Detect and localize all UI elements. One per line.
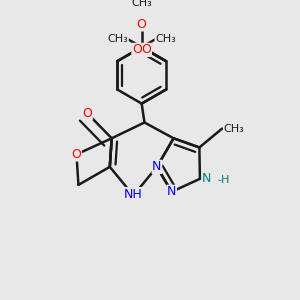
Text: N: N bbox=[202, 172, 212, 185]
Text: CH₃: CH₃ bbox=[155, 34, 176, 44]
Text: NH: NH bbox=[124, 188, 143, 200]
Text: N: N bbox=[167, 185, 176, 198]
Text: CH₃: CH₃ bbox=[224, 124, 244, 134]
Text: O: O bbox=[137, 18, 147, 31]
Text: CH₃: CH₃ bbox=[131, 0, 152, 8]
Text: O: O bbox=[132, 44, 142, 56]
Text: -H: -H bbox=[218, 175, 230, 185]
Text: N: N bbox=[152, 160, 162, 173]
Text: O: O bbox=[82, 107, 92, 120]
Text: O: O bbox=[72, 148, 81, 161]
Text: O: O bbox=[142, 44, 152, 56]
Text: CH₃: CH₃ bbox=[107, 34, 128, 44]
